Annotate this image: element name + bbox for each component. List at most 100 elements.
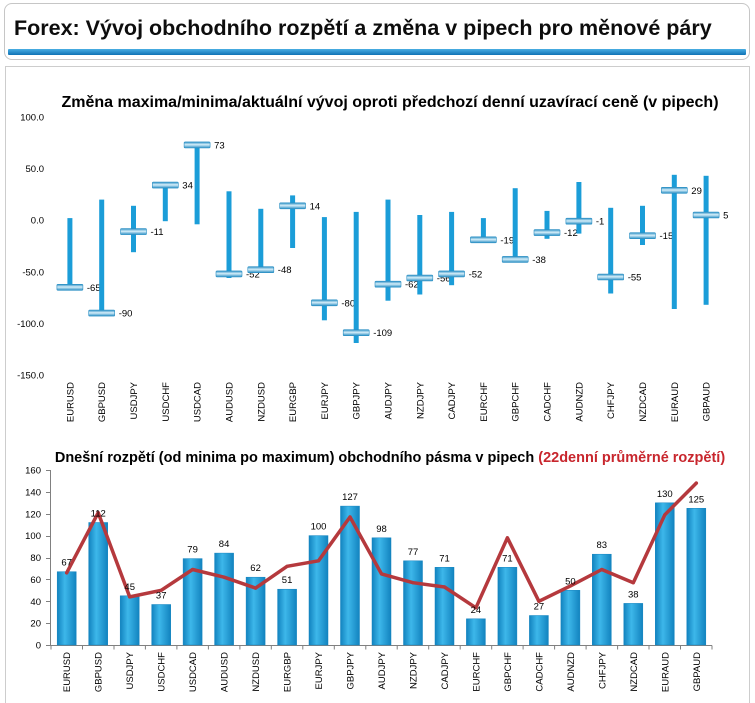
y-tick-label: 140 — [25, 487, 41, 498]
average-point-usdcad — [191, 567, 195, 572]
y-tick-label: 100 — [25, 531, 41, 542]
current-marker-eurusd — [56, 283, 84, 291]
category-label-usdjpy: USDJPY — [129, 381, 140, 419]
current-marker-audjpy — [374, 280, 402, 288]
bar-value-label-gbpjpy: 127 — [342, 492, 358, 503]
category-label-eurchf: EURCHF — [479, 382, 490, 422]
range-bar-gbpusd — [99, 199, 105, 316]
category-label-gbpchf: GBPCHF — [511, 382, 522, 422]
y-tick-label: 40 — [30, 597, 41, 608]
current-value-label-nzdusd: -48 — [278, 265, 292, 276]
bar-value-label-chfjpy: 83 — [597, 540, 608, 551]
daily-range-chart: 160 140 120 100 80 60 40 20 0 67 EURUSD 112 GBPUSD 45… — [25, 466, 713, 692]
average-point-euraud — [663, 513, 667, 517]
range-bar-nzdusd — [245, 576, 266, 646]
bar-value-label-audjpy: 98 — [376, 524, 387, 535]
bar-value-label-eurchf: 24 — [471, 605, 482, 616]
category-label-gbpaud: GBPAUD — [702, 382, 713, 422]
category-label-eurusd: EURUSD — [65, 382, 76, 422]
category-label-eurchf: EURCHF — [471, 652, 482, 692]
range-bar-chfjpy — [608, 207, 614, 294]
range-bar-cadchf — [529, 615, 549, 646]
current-marker-usdjpy — [120, 228, 147, 235]
current-value-label-eurgbp: 14 — [310, 201, 321, 212]
range-bar-audusd — [226, 191, 232, 278]
bar-value-label-nzdjpy: 77 — [408, 547, 419, 558]
bar-value-label-euraud: 130 — [657, 489, 673, 500]
y-tick-label: 120 — [25, 509, 41, 520]
average-point-gbpjpy — [348, 515, 352, 519]
range-bar-usdchf — [162, 183, 168, 222]
range-bar-chfjpy — [592, 553, 612, 646]
current-value-label-gbpusd: -90 — [119, 309, 133, 320]
average-point-audjpy — [379, 572, 384, 576]
y-tick-label: 80 — [30, 553, 41, 564]
current-value-label-nzdcad: -15 — [660, 231, 674, 242]
current-value-label-usdchf: 34 — [182, 181, 193, 192]
current-value-label-chfjpy: -55 — [628, 273, 642, 284]
average-point-chfjpy — [600, 567, 604, 572]
y-tick-label: -100.0 — [17, 319, 44, 330]
range-bar-gbpchf — [497, 567, 518, 646]
current-marker-cadchf — [533, 229, 561, 236]
current-marker-audnzd — [565, 217, 593, 225]
bar-value-label-usdchf: 37 — [156, 591, 167, 602]
current-value-label-usdcad: 73 — [214, 140, 225, 151]
y-tick-label: 60 — [30, 575, 41, 586]
y-tick-label: 0.0 — [31, 216, 44, 227]
y-tick-label: 20 — [30, 619, 41, 630]
bar-value-label-gbpchf: 71 — [502, 553, 513, 564]
bar-value-label-gbpaud: 125 — [688, 494, 704, 505]
current-marker-nzdusd — [247, 266, 275, 274]
average-point-eurjpy — [316, 559, 321, 563]
current-marker-eurgbp — [279, 202, 306, 210]
category-label-audusd: AUDUSD — [225, 382, 236, 422]
range-bar-nzdjpy — [417, 215, 423, 295]
bar-value-label-cadjpy: 71 — [439, 553, 450, 564]
category-label-eurgbp: EURGBP — [288, 382, 299, 422]
current-marker-nzdjpy — [406, 274, 434, 282]
category-label-eurgbp: EURGBP — [283, 652, 294, 692]
category-label-gbpusd: GBPUSD — [94, 652, 105, 692]
range-bar-euraud — [671, 174, 677, 309]
range-bar-usdjpy — [119, 595, 140, 646]
category-label-audusd: AUDUSD — [220, 652, 231, 692]
average-point-gbpchf — [505, 536, 509, 540]
range-chart: 100.0 50.0 0.0 -50.0 -100.0 -150.0 -65 EURUSD -9… — [17, 113, 728, 423]
category-label-euraud: EURAUD — [660, 652, 671, 692]
current-value-label-usdjpy: -11 — [151, 227, 164, 238]
y-tick-label: 0 — [36, 641, 41, 652]
range-bar-cadchf — [544, 210, 550, 239]
average-point-audusd — [222, 575, 226, 579]
current-marker-eurjpy — [311, 299, 338, 307]
y-tick-label: -150.0 — [17, 371, 44, 382]
category-label-cadjpy: CADJPY — [447, 381, 458, 419]
current-value-label-gbpaud: 5 — [723, 211, 728, 222]
range-bar-cadjpy — [449, 211, 455, 286]
range-bar-gbpusd — [88, 522, 108, 646]
category-label-euraud: EURAUD — [670, 382, 681, 422]
range-bar-eurusd — [67, 218, 73, 288]
range-bar-audjpy — [371, 537, 392, 646]
average-point-nzdjpy — [411, 581, 415, 585]
current-value-label-gbpjpy: -109 — [373, 328, 392, 339]
current-value-label-euraud: 29 — [691, 186, 702, 197]
category-label-audnzd: AUDNZD — [574, 382, 585, 422]
y-tick-label: 160 — [25, 466, 41, 477]
bar-value-label-gbpusd: 112 — [91, 509, 106, 520]
range-bar-nzdcad — [623, 603, 644, 646]
current-value-label-audjpy: -62 — [405, 280, 419, 291]
average-point-eurchf — [474, 606, 478, 610]
category-label-nzdjpy: NZDJPY — [409, 651, 420, 689]
category-label-cadchf: CADCHF — [543, 382, 554, 422]
current-value-label-gbpchf: -38 — [532, 255, 546, 266]
category-label-usdcad: USDCAD — [193, 382, 204, 422]
current-marker-usdchf — [152, 181, 179, 189]
current-value-label-nzdjpy: -56 — [437, 274, 451, 285]
range-bar-gbpaud — [686, 508, 707, 646]
range-bar-cadjpy — [434, 567, 455, 646]
range-bar-audusd — [214, 552, 234, 646]
current-marker-gbpjpy — [342, 329, 370, 337]
bar-value-label-usdjpy: 45 — [124, 582, 135, 593]
